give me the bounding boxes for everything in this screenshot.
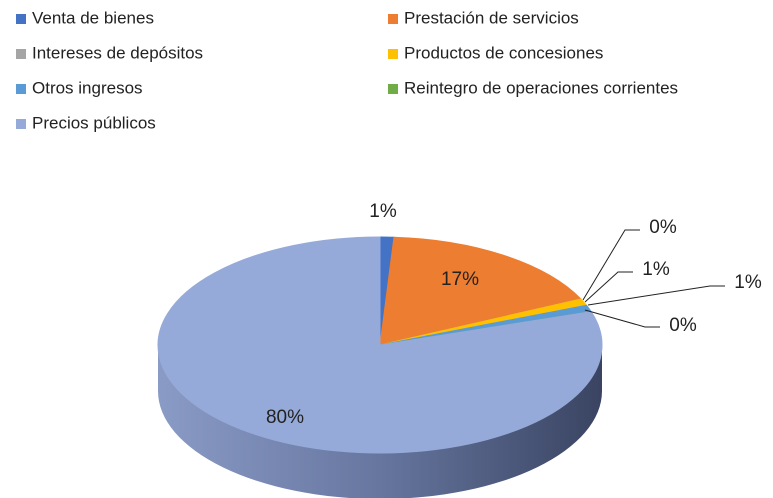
legend-label: Productos de concesiones bbox=[404, 43, 603, 62]
leader-line bbox=[584, 309, 660, 328]
legend-swatch bbox=[16, 84, 26, 94]
data-label: 1% bbox=[734, 272, 762, 293]
data-label: 0% bbox=[649, 217, 677, 238]
leader-line bbox=[587, 285, 725, 306]
legend-swatch bbox=[16, 119, 26, 129]
leader-line bbox=[582, 229, 640, 301]
legend-label: Precios públicos bbox=[32, 113, 156, 132]
legend-swatch bbox=[388, 14, 398, 24]
legend-label: Intereses de depósitos bbox=[32, 43, 203, 62]
legend-swatch bbox=[388, 84, 398, 94]
data-label: 80% bbox=[266, 407, 304, 428]
data-label: 1% bbox=[369, 201, 397, 222]
data-label: 1% bbox=[642, 259, 670, 280]
leader-line bbox=[584, 271, 633, 303]
slice-side bbox=[158, 345, 602, 498]
legend-swatch bbox=[388, 49, 398, 59]
legend-label: Otros ingresos bbox=[32, 78, 143, 97]
legend-label: Prestación de servicios bbox=[404, 8, 579, 27]
data-label: 17% bbox=[441, 269, 479, 290]
legend-label: Venta de bienes bbox=[32, 8, 154, 27]
legend-label: Reintegro de operaciones corrientes bbox=[404, 78, 678, 97]
slice bbox=[157, 236, 603, 454]
slice bbox=[379, 236, 582, 346]
legend-swatch bbox=[16, 14, 26, 24]
legend-swatch bbox=[16, 49, 26, 59]
data-label: 0% bbox=[669, 315, 697, 336]
